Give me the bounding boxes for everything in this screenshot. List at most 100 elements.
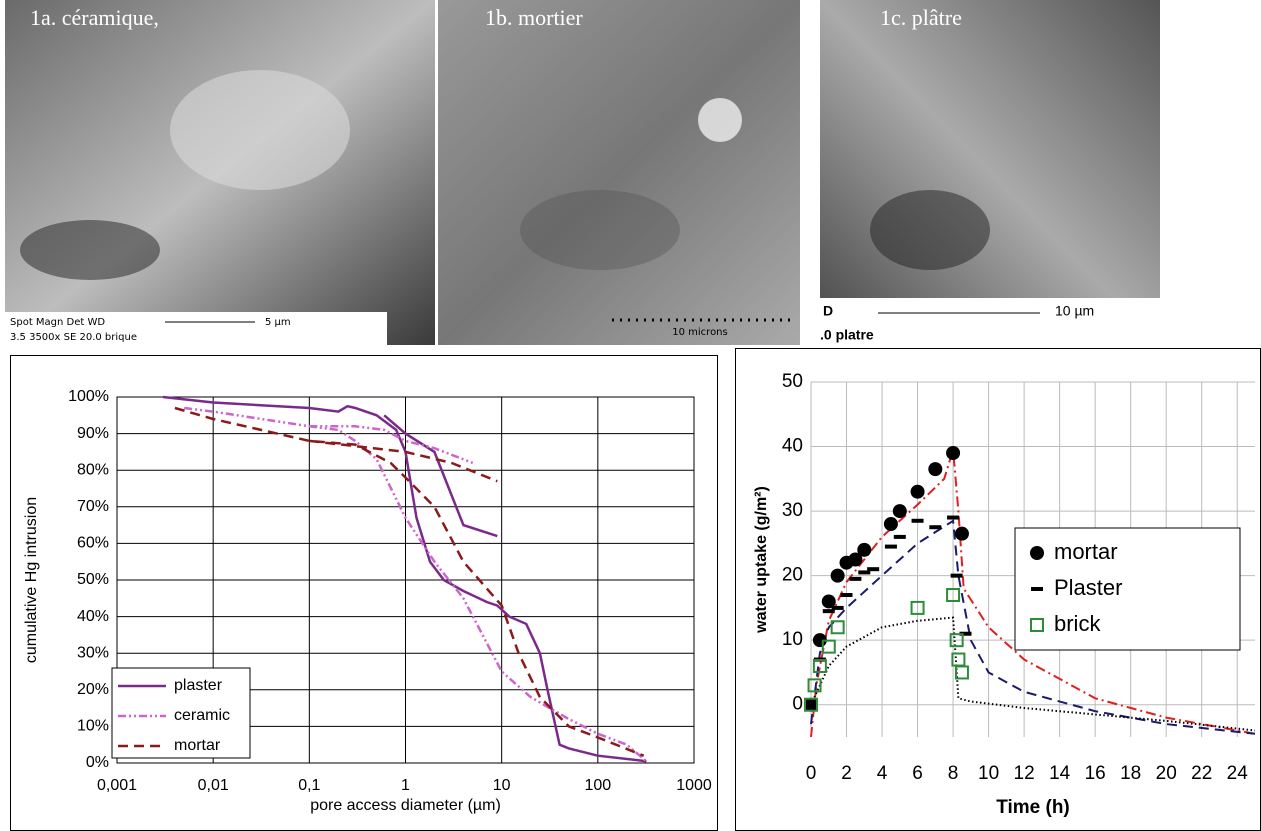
x-tick-label: 24 [1227,763,1249,784]
x-tick-label: 8 [948,763,959,784]
data-point [950,573,963,578]
legend-label: plaster [174,677,223,694]
data-point [954,665,969,680]
x-tick-label: 1 [401,777,410,794]
y-tick-label: 0 [792,694,803,715]
data-line [184,406,648,763]
x-tick-label: 6 [912,763,923,784]
y-tick-label: 50 [782,371,803,392]
data-point [929,525,942,530]
image-caption: 1a. céramique, [30,5,159,30]
data-point [821,594,836,609]
image-scale: 10 microns [672,327,727,338]
data-point [893,534,906,539]
legend-swatch [1031,587,1043,591]
data-point [946,446,961,460]
data-point [830,620,845,635]
y-tick-label: 90% [77,425,109,442]
data-point [807,678,822,693]
plot-border [116,396,695,764]
y-tick-label: 40 [782,436,803,457]
x-tick-label: 18 [1120,763,1141,784]
y-tick-label: 0% [86,754,109,771]
texture [20,220,160,280]
y-axis-label: water uptake (g/m²) [753,486,770,634]
data-point [812,659,827,673]
image-scale: 5 µm [265,317,291,328]
x-tick-label: 14 [1049,763,1071,784]
image-info: Spot Magn Det WD [10,317,105,328]
y-tick-label: 30% [77,644,109,661]
texture [870,190,990,270]
data-point [848,552,863,567]
y-tick-label: 20 [782,565,803,586]
data-point [830,568,845,583]
x-tick-label: 22 [1191,763,1212,784]
model-line [810,616,1256,732]
model-line [810,449,1256,738]
legend-label: ceramic [174,707,230,724]
x-tick-label: 0,001 [97,777,137,794]
data-point [884,544,897,549]
y-tick-label: 80% [77,461,109,478]
data-point [946,588,961,602]
x-tick-label: 0 [806,763,817,784]
y-tick-label: 100% [68,388,109,405]
data-line [174,406,645,757]
x-axis-label: pore access diameter (µm) [310,797,501,814]
image-caption: 1b. mortier [485,5,583,30]
data-point [883,517,898,531]
legend-box [1014,527,1241,651]
image-scale: 10 µm [1055,303,1094,319]
y-axis-label: cumulative Hg intrusion [23,497,40,663]
y-tick-label: 40% [77,608,109,625]
data-point [910,484,925,499]
legend-label: mortar [174,737,221,754]
data-point [805,702,817,707]
x-tick-label: 2 [841,763,852,784]
x-tick-label: 1000 [676,777,712,794]
data-point [951,652,966,667]
y-tick-label: 10 [782,629,803,650]
x-tick-label: 20 [1156,763,1177,784]
legend-label: Plaster [1054,575,1122,600]
y-tick-label: 10% [77,718,109,735]
sem-image [438,0,800,345]
image-info: D [823,303,833,319]
x-tick-label: 0,1 [298,777,320,794]
y-tick-label: 30 [782,500,803,521]
texture [170,70,350,190]
image-info: .0 platre [820,327,874,343]
texture [698,98,742,142]
data-point [858,570,871,575]
x-tick-label: 12 [1014,763,1035,784]
x-tick-label: 0,01 [198,777,229,794]
x-tick-label: 10 [978,763,999,784]
data-point [857,542,872,557]
legend-box [111,667,251,759]
x-tick-label: 10 [493,777,511,794]
x-axis-label: Time (h) [996,797,1070,818]
data-point [804,697,818,712]
x-tick-label: 4 [877,763,888,784]
data-point [892,504,907,519]
info-bar [820,298,1160,345]
legend-swatch [1030,546,1044,560]
data-point [959,631,972,636]
y-tick-label: 50% [77,571,109,588]
data-point [831,605,844,610]
data-point [911,518,924,523]
data-point [821,639,836,654]
texture [520,190,680,270]
y-tick-label: 70% [77,498,109,515]
x-tick-label: 100 [584,777,611,794]
data-point [954,526,969,541]
info-bar [5,312,387,345]
data-point [928,462,943,477]
data-point [947,515,960,520]
legend-label: brick [1054,611,1101,636]
data-point [849,576,862,581]
y-tick-label: 60% [77,535,109,552]
